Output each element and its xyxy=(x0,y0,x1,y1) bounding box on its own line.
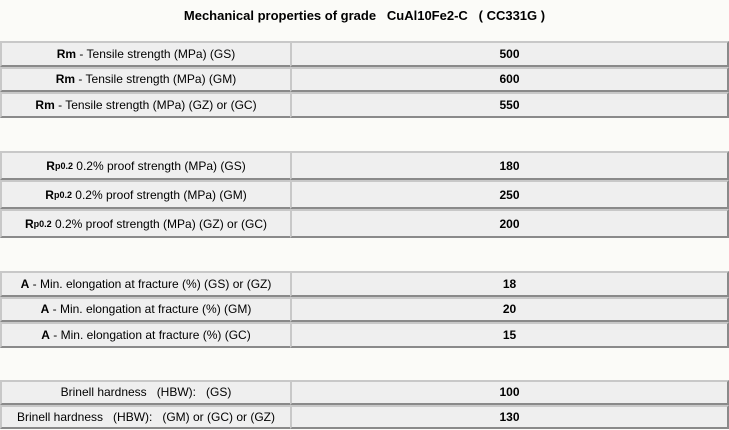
label-text: - Min. elongation at fracture (%) (GM) xyxy=(49,302,252,317)
symbol: R xyxy=(45,187,54,202)
label-text: - Tensile strength (MPa) (GS) xyxy=(76,46,236,61)
subscript: p0.2 xyxy=(54,160,73,171)
value-cell: 500 xyxy=(290,41,729,67)
value-cell: 600 xyxy=(290,66,729,92)
symbol: R xyxy=(24,216,34,231)
label-text: - Min. elongation at fracture (%) (GC) xyxy=(49,327,251,342)
symbol: Rm xyxy=(35,97,55,112)
value-cell: 15 xyxy=(290,322,729,348)
label-text: - Min. elongation at fracture (%) (GS) o… xyxy=(29,276,272,291)
symbol: Rm xyxy=(56,46,77,61)
label-text: Brinell hardness (HBW): (GS) xyxy=(60,385,232,400)
label-cell: Rm - Tensile strength (MPa) (GZ) or (GC) xyxy=(0,92,292,118)
label-text: 0.2% proof strength (MPa) (GZ) or (GC) xyxy=(51,216,268,231)
label-text: - Tensile strength (MPa) (GZ) or (GC) xyxy=(54,97,257,112)
label-cell: A - Min. elongation at fracture (%) (GS)… xyxy=(0,271,292,297)
symbol: R xyxy=(46,158,55,173)
label-cell: Brinell hardness (HBW): (GM) or (GC) or … xyxy=(0,404,292,429)
label-text: Brinell hardness (HBW): (GM) or (GC) or … xyxy=(16,409,276,424)
value-cell: 250 xyxy=(290,180,729,209)
value-cell: 180 xyxy=(290,151,729,180)
value-cell: 20 xyxy=(290,296,729,322)
title: Mechanical properties of grade CuAl10Fe2… xyxy=(183,8,546,23)
symbol: Rm xyxy=(55,72,76,87)
symbol: A xyxy=(41,327,50,342)
value-cell: 200 xyxy=(290,209,729,238)
label-cell: A - Min. elongation at fracture (%) (GC) xyxy=(0,322,292,348)
subscript: p0.2 xyxy=(33,218,52,229)
symbol: A xyxy=(40,302,50,317)
label-text: 0.2% proof strength (MPa) (GM) xyxy=(71,187,247,202)
label-cell: Rm - Tensile strength (MPa) (GM) xyxy=(0,66,292,92)
label-cell: Brinell hardness (HBW): (GS) xyxy=(0,380,292,405)
label-cell: Rm - Tensile strength (MPa) (GS) xyxy=(0,41,292,67)
label-cell: A - Min. elongation at fracture (%) (GM) xyxy=(0,296,292,322)
subscript: p0.2 xyxy=(53,189,72,200)
label-text: 0.2% proof strength (MPa) (GS) xyxy=(72,158,246,173)
label-text: - Tensile strength (MPa) (GM) xyxy=(75,72,237,87)
value-cell: 550 xyxy=(290,92,729,118)
value-cell: 18 xyxy=(290,271,729,297)
value-cell: 100 xyxy=(290,380,729,405)
value-cell: 130 xyxy=(290,404,729,429)
symbol: A xyxy=(20,276,30,291)
